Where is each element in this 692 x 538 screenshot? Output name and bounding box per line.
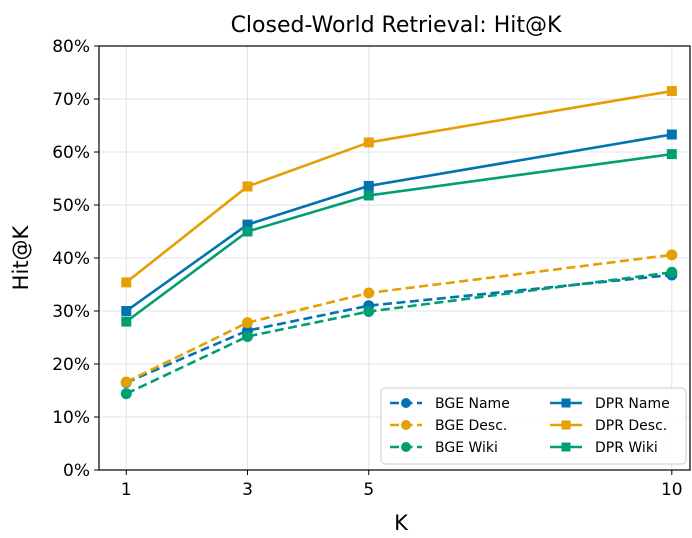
legend-swatch-marker	[401, 420, 411, 430]
y-tick-label: 0%	[63, 461, 90, 481]
data-point	[363, 190, 374, 201]
legend-label: DPR Wiki	[595, 440, 658, 456]
data-point	[120, 376, 132, 388]
legend: BGE Name BGE Desc. BGE Wiki DPR Name DPR Des…	[380, 387, 687, 465]
series-line	[125, 273, 672, 384]
series-line	[125, 271, 672, 395]
legend-swatch-marker	[401, 398, 411, 408]
legend-label: BGE Name	[435, 396, 510, 412]
x-tick-label: 5	[363, 480, 374, 500]
legend-label: DPR Name	[595, 396, 670, 412]
x-axis-title: K	[394, 511, 409, 535]
legend-swatch-marker	[561, 442, 571, 452]
y-tick-label: 70%	[52, 90, 90, 110]
legend-swatch-marker	[561, 420, 571, 430]
data-point	[121, 316, 132, 327]
data-point	[242, 317, 254, 329]
y-tick-label: 40%	[52, 249, 90, 269]
data-point	[363, 306, 375, 318]
data-point	[666, 266, 678, 278]
legend-label: DPR Desc.	[595, 418, 667, 434]
series-group	[120, 86, 678, 400]
series-line	[125, 89, 673, 284]
series-line	[125, 152, 672, 323]
y-tick-label: 80%	[52, 37, 90, 57]
data-point	[121, 306, 132, 316]
data-point	[242, 219, 253, 230]
y-tick-label: 20%	[52, 355, 90, 375]
legend-label: BGE Wiki	[435, 440, 498, 456]
data-point	[666, 149, 677, 160]
y-tick-label: 50%	[52, 196, 90, 216]
x-tick-label: 10	[661, 480, 683, 500]
data-point	[121, 277, 132, 288]
y-axis-title: Hit@K	[9, 224, 33, 290]
data-point	[242, 330, 254, 342]
series-line	[125, 253, 672, 384]
ticks: 0% 10% 20% 30% 40% 50% 60% 70% 80% 1 3 5 10	[52, 37, 682, 500]
legend-swatch-marker	[401, 442, 411, 452]
x-tick-label: 3	[242, 480, 253, 500]
legend-label: BGE Desc.	[435, 418, 507, 434]
data-point	[666, 249, 678, 261]
data-point	[666, 129, 677, 140]
data-point	[363, 137, 374, 148]
data-point	[242, 181, 253, 192]
legend-box	[380, 387, 687, 465]
series-line	[125, 133, 673, 313]
chart-title: Closed-World Retrieval: Hit@K	[231, 13, 562, 38]
data-point	[242, 226, 253, 237]
data-point	[363, 287, 375, 299]
y-tick-label: 60%	[52, 143, 90, 163]
legend-swatch-marker	[561, 398, 571, 408]
y-tick-label: 10%	[52, 408, 90, 428]
data-point	[666, 86, 677, 97]
y-tick-label: 30%	[52, 302, 90, 322]
data-point	[363, 180, 374, 191]
data-point	[120, 388, 132, 400]
x-tick-label: 1	[121, 480, 132, 500]
